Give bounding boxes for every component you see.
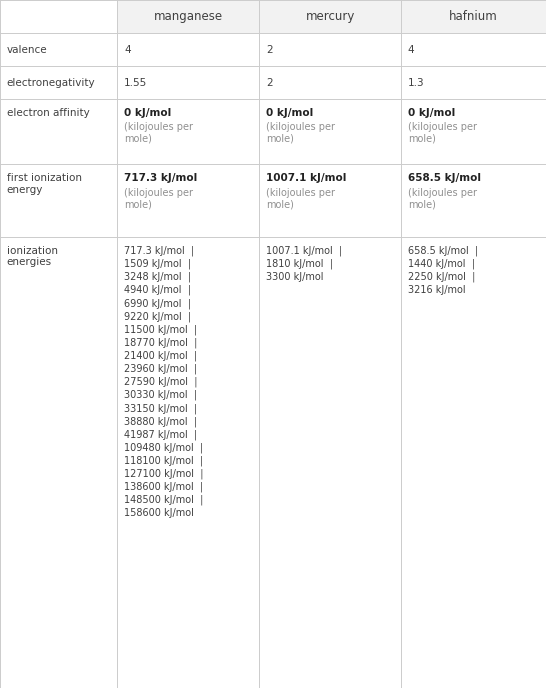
Text: electron affinity: electron affinity	[7, 108, 90, 118]
Bar	[117, 0, 259, 33]
Text: (kilojoules per
mole): (kilojoules per mole)	[266, 122, 335, 144]
Text: 1007.1 kJ/mol  |: 1007.1 kJ/mol |	[266, 246, 342, 256]
Text: 0 kJ/mol: 0 kJ/mol	[408, 108, 455, 118]
Text: 717.3 kJ/mol  |: 717.3 kJ/mol |	[124, 246, 194, 256]
Text: 6990 kJ/mol  |: 6990 kJ/mol |	[124, 298, 191, 309]
Text: 2250 kJ/mol  |: 2250 kJ/mol |	[408, 272, 475, 282]
Text: (kilojoules per
mole): (kilojoules per mole)	[408, 122, 477, 144]
Text: 11500 kJ/mol  |: 11500 kJ/mol |	[124, 324, 197, 335]
Text: (kilojoules per
mole): (kilojoules per mole)	[266, 188, 335, 209]
Text: 1.3: 1.3	[408, 78, 424, 87]
Text: 148500 kJ/mol  |: 148500 kJ/mol |	[124, 495, 203, 506]
Text: (kilojoules per
mole): (kilojoules per mole)	[124, 122, 193, 144]
Text: 1509 kJ/mol  |: 1509 kJ/mol |	[124, 259, 191, 269]
Text: 3248 kJ/mol  |: 3248 kJ/mol |	[124, 272, 191, 282]
Text: 158600 kJ/mol: 158600 kJ/mol	[124, 508, 194, 518]
Text: (kilojoules per
mole): (kilojoules per mole)	[408, 188, 477, 209]
Text: hafnium: hafnium	[449, 10, 498, 23]
Text: valence: valence	[7, 45, 47, 54]
Text: 30330 kJ/mol  |: 30330 kJ/mol |	[124, 390, 197, 400]
Bar	[401, 0, 546, 33]
Text: 4940 kJ/mol  |: 4940 kJ/mol |	[124, 285, 191, 295]
Text: 4: 4	[408, 45, 414, 54]
Text: 109480 kJ/mol  |: 109480 kJ/mol |	[124, 442, 203, 453]
Text: 3300 kJ/mol: 3300 kJ/mol	[266, 272, 323, 282]
Text: 658.5 kJ/mol  |: 658.5 kJ/mol |	[408, 246, 478, 256]
Text: 2: 2	[266, 45, 272, 54]
Text: 41987 kJ/mol  |: 41987 kJ/mol |	[124, 429, 197, 440]
Text: first ionization
energy: first ionization energy	[7, 173, 81, 195]
Text: 33150 kJ/mol  |: 33150 kJ/mol |	[124, 403, 197, 413]
Text: manganese: manganese	[154, 10, 223, 23]
Text: 1007.1 kJ/mol: 1007.1 kJ/mol	[266, 173, 346, 184]
Text: 658.5 kJ/mol: 658.5 kJ/mol	[408, 173, 481, 184]
Text: 127100 kJ/mol  |: 127100 kJ/mol |	[124, 469, 204, 480]
Text: 21400 kJ/mol  |: 21400 kJ/mol |	[124, 351, 197, 361]
Text: 9220 kJ/mol  |: 9220 kJ/mol |	[124, 311, 191, 322]
Text: 2: 2	[266, 78, 272, 87]
Text: 138600 kJ/mol  |: 138600 kJ/mol |	[124, 482, 203, 493]
Text: 717.3 kJ/mol: 717.3 kJ/mol	[124, 173, 197, 184]
Text: 18770 kJ/mol  |: 18770 kJ/mol |	[124, 338, 197, 348]
Text: 0 kJ/mol: 0 kJ/mol	[124, 108, 171, 118]
Text: 0 kJ/mol: 0 kJ/mol	[266, 108, 313, 118]
Text: 1.55: 1.55	[124, 78, 147, 87]
Text: 1810 kJ/mol  |: 1810 kJ/mol |	[266, 259, 333, 269]
Text: mercury: mercury	[306, 10, 355, 23]
Text: 118100 kJ/mol  |: 118100 kJ/mol |	[124, 455, 203, 466]
Text: 27590 kJ/mol  |: 27590 kJ/mol |	[124, 377, 198, 387]
Text: 4: 4	[124, 45, 130, 54]
Text: 3216 kJ/mol: 3216 kJ/mol	[408, 285, 466, 295]
Text: 1440 kJ/mol  |: 1440 kJ/mol |	[408, 259, 475, 269]
Text: 23960 kJ/mol  |: 23960 kJ/mol |	[124, 364, 197, 374]
Text: (kilojoules per
mole): (kilojoules per mole)	[124, 188, 193, 209]
Text: electronegativity: electronegativity	[7, 78, 95, 87]
Bar	[259, 0, 401, 33]
Text: 38880 kJ/mol  |: 38880 kJ/mol |	[124, 416, 197, 427]
Text: ionization
energies: ionization energies	[7, 246, 57, 267]
